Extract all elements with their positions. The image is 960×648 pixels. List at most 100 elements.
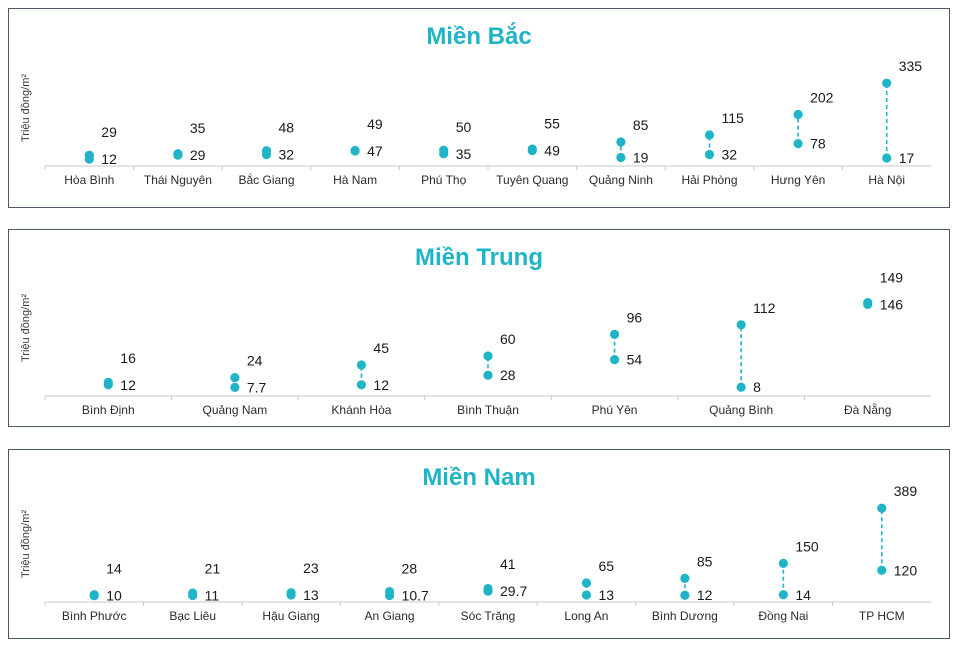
high-point <box>384 586 395 597</box>
low-value-label: 29 <box>190 147 206 163</box>
panel-mien-bac: Miền Bắc Triệu đồng/m² Hòa Bình 12 29 Thái … <box>8 8 950 208</box>
category-label-thai-nguyen: Thái Nguyên <box>144 173 212 187</box>
panel-mien-trung: Miền Trung Triệu đồng/m² Bình Định 12 16 Qu… <box>8 229 950 427</box>
high-value-label: 149 <box>880 269 904 285</box>
category-label-phu-tho: Phú Thọ <box>421 173 466 187</box>
low-value-label: 32 <box>279 146 295 162</box>
high-value-label: 85 <box>697 553 713 569</box>
chart-title: Miền Trung <box>415 244 543 271</box>
high-point <box>778 558 788 568</box>
category-label-hau-giang: Hậu Giang <box>262 609 319 623</box>
low-value-label: 12 <box>697 587 713 603</box>
low-value-label: 14 <box>795 587 811 603</box>
low-value-label: 10.7 <box>402 588 429 604</box>
high-value-label: 41 <box>500 556 516 572</box>
chart-title: Miền Nam <box>422 464 536 491</box>
low-value-label: 146 <box>880 296 904 312</box>
low-value-label: 8 <box>753 379 761 395</box>
high-point <box>286 588 296 598</box>
category-label-soc-trang: Sóc Trăng <box>461 609 516 623</box>
high-point <box>439 145 449 155</box>
category-label-dong-nai: Đồng Nai <box>758 609 808 623</box>
high-point <box>483 583 493 594</box>
low-value-label: 28 <box>500 367 516 383</box>
high-value-label: 35 <box>190 120 206 136</box>
category-label-hai-phong: Hải Phòng <box>681 173 737 187</box>
high-value-label: 150 <box>795 538 819 554</box>
category-label-hoa-binh: Hòa Bình <box>64 173 114 187</box>
category-label-khanh-hoa: Khánh Hòa <box>331 403 391 417</box>
low-value-label: 49 <box>544 142 560 158</box>
low-value-label: 19 <box>633 150 649 166</box>
high-point <box>173 149 183 159</box>
low-point <box>704 149 715 160</box>
high-value-label: 65 <box>598 558 614 574</box>
high-point <box>863 298 873 308</box>
high-point <box>736 320 746 330</box>
low-value-label: 12 <box>373 377 389 393</box>
high-point <box>230 373 240 383</box>
low-point <box>616 152 626 163</box>
low-value-label: 10 <box>106 588 122 604</box>
low-value-label: 13 <box>303 587 319 603</box>
high-point <box>609 329 620 339</box>
high-value-label: 112 <box>753 300 776 316</box>
high-point <box>882 78 892 88</box>
category-label-an-giang: An Giang <box>365 609 415 623</box>
category-label-binh-thuan: Bình Thuận <box>457 403 519 417</box>
high-value-label: 49 <box>367 116 383 132</box>
low-point <box>609 355 620 365</box>
high-point <box>89 590 99 600</box>
category-label-phu-yen: Phú Yên <box>592 403 638 417</box>
high-point <box>793 109 803 120</box>
category-label-binh-duong: Bình Dương <box>652 609 718 623</box>
category-label-quang-binh: Quảng Bình <box>709 403 773 417</box>
high-point <box>483 351 493 361</box>
low-value-label: 78 <box>810 136 826 152</box>
high-value-label: 28 <box>402 561 418 577</box>
high-point <box>84 150 94 160</box>
low-value-label: 7.7 <box>247 379 267 395</box>
low-value-label: 12 <box>101 151 117 167</box>
high-value-label: 29 <box>101 124 117 140</box>
high-value-label: 23 <box>303 560 319 576</box>
panel-mien-nam: Miền Nam Triệu đồng/m² Bình Phước 10 14 Bạc… <box>8 449 950 639</box>
low-point <box>680 590 690 600</box>
high-value-label: 48 <box>279 119 295 135</box>
high-value-label: 115 <box>722 110 745 126</box>
high-value-label: 60 <box>500 331 516 347</box>
high-point <box>188 588 198 598</box>
high-value-label: 14 <box>106 561 122 577</box>
low-value-label: 47 <box>367 143 383 159</box>
high-point <box>261 146 272 156</box>
high-value-label: 16 <box>120 350 136 366</box>
low-point <box>877 565 887 575</box>
category-label-bac-giang: Bắc Giang <box>238 172 294 187</box>
high-point <box>103 377 113 387</box>
low-value-label: 120 <box>894 562 918 578</box>
low-value-label: 17 <box>899 150 915 166</box>
high-point <box>527 144 537 154</box>
high-point <box>356 360 367 370</box>
high-value-label: 335 <box>899 58 923 74</box>
high-value-label: 45 <box>373 340 389 356</box>
dumbbell-chart-mien-trung: Bình Định 12 16 Quảng Nam 7.7 24 Khánh Hòa 12 45… <box>44 269 931 417</box>
category-label-bac-lieu: Bạc Liêu <box>169 609 216 623</box>
high-value-label: 85 <box>633 117 649 133</box>
low-point <box>736 382 746 392</box>
low-value-label: 13 <box>598 587 614 603</box>
low-point <box>778 590 788 600</box>
dumbbell-chart-mien-nam: Bình Phước 10 14 Bạc Liêu 11 21 Hậu Giang 13 23 A… <box>44 483 931 623</box>
chart-title: Miền Bắc <box>426 23 532 50</box>
category-label-quang-nam: Quảng Nam <box>203 403 268 417</box>
high-point <box>581 578 592 588</box>
category-label-tuyen-quang: Tuyên Quang <box>496 173 568 187</box>
category-label-ha-noi: Hà Nội <box>868 173 905 187</box>
high-value-label: 389 <box>894 483 918 499</box>
low-value-label: 29.7 <box>500 583 527 599</box>
high-value-label: 55 <box>544 115 560 131</box>
low-value-label: 32 <box>722 146 738 162</box>
category-label-binh-phuoc: Bình Phước <box>62 609 127 623</box>
low-value-label: 54 <box>627 352 643 368</box>
low-point <box>483 370 493 380</box>
